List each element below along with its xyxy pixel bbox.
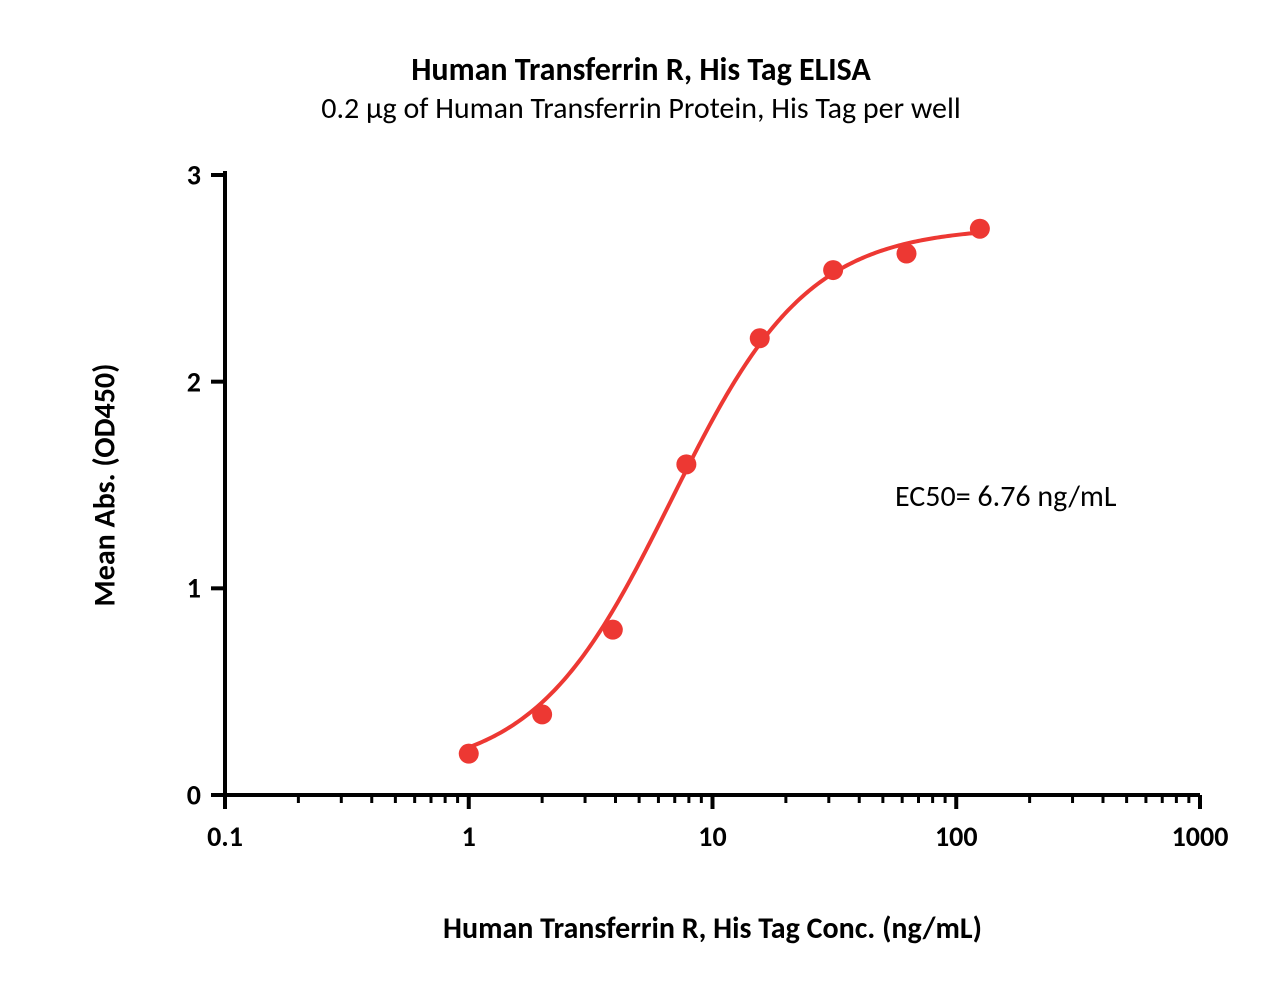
y-tick-label: 0 bbox=[187, 778, 201, 813]
x-tick-label: 0.1 bbox=[207, 819, 243, 854]
ec50-annotation: EC50= 6.76 ng/mL bbox=[895, 478, 1117, 515]
y-tick-label: 1 bbox=[187, 571, 201, 606]
x-tick-label: 10 bbox=[698, 819, 726, 854]
data-point bbox=[823, 260, 843, 280]
data-point bbox=[676, 454, 696, 474]
data-point bbox=[750, 328, 770, 348]
data-point bbox=[897, 244, 917, 264]
x-tick-label: 100 bbox=[935, 819, 978, 854]
data-point bbox=[459, 744, 479, 764]
data-point bbox=[970, 219, 990, 239]
x-tick-label: 1000 bbox=[1172, 819, 1229, 854]
x-axis-label: Human Transferrin R, His Tag Conc. (ng/m… bbox=[443, 910, 982, 947]
data-point bbox=[603, 620, 623, 640]
y-tick-label: 2 bbox=[187, 364, 201, 399]
y-axis-label: Mean Abs. (OD450) bbox=[87, 364, 124, 607]
data-point bbox=[532, 704, 552, 724]
y-tick-label: 3 bbox=[187, 158, 201, 193]
figure-stage: Human Transferrin R, His Tag ELISA 0.2 µ… bbox=[0, 0, 1282, 993]
x-tick-label: 1 bbox=[462, 819, 476, 854]
